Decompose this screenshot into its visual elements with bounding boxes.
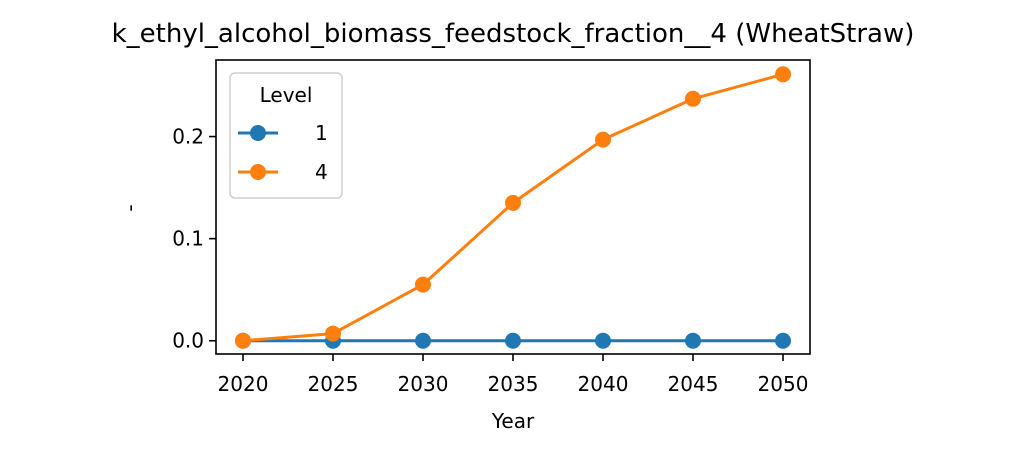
legend: Level 1 4 — [229, 72, 343, 199]
data-point — [775, 66, 791, 83]
legend-title: Level — [260, 83, 313, 107]
legend-item-4: 4 — [238, 160, 328, 184]
y-axis: 0.0 0.1 0.2 — [172, 125, 216, 353]
data-point — [595, 332, 611, 349]
x-tick-label: 2050 — [758, 372, 809, 396]
legend-item-1: 1 — [238, 121, 328, 145]
y-axis-label: - — [118, 204, 142, 211]
legend-marker — [250, 125, 266, 141]
series-layer — [235, 66, 791, 349]
data-point — [595, 131, 611, 148]
data-point — [685, 90, 701, 107]
data-point — [235, 332, 251, 349]
x-tick-label: 2030 — [398, 372, 449, 396]
data-point — [415, 276, 431, 293]
data-point — [325, 325, 341, 342]
chart-title: k_ethyl_alcohol_biomass_feedstock_fracti… — [112, 19, 915, 49]
y-tick-label: 0.1 — [172, 227, 204, 251]
x-tick-label: 2040 — [578, 372, 629, 396]
x-tick-label: 2020 — [218, 372, 269, 396]
legend-label: 1 — [315, 121, 328, 145]
x-tick-label: 2035 — [488, 372, 539, 396]
data-point — [505, 332, 521, 349]
data-point — [415, 332, 431, 349]
legend-label: 4 — [315, 160, 328, 184]
data-point — [505, 194, 521, 211]
x-axis-label: Year — [491, 409, 535, 433]
y-tick-label: 0.2 — [172, 125, 204, 149]
data-point — [685, 332, 701, 349]
x-tick-label: 2025 — [308, 372, 359, 396]
data-point — [775, 332, 791, 349]
y-tick-label: 0.0 — [172, 329, 204, 353]
legend-marker — [250, 164, 266, 180]
x-axis: 2020 2025 2030 2035 2040 2045 2050 — [218, 354, 809, 396]
series-4 — [235, 66, 791, 349]
x-tick-label: 2045 — [668, 372, 719, 396]
